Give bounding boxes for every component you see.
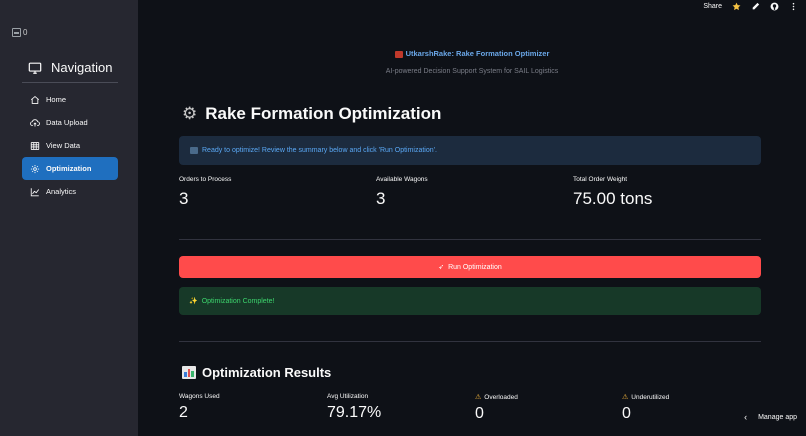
sparkles-icon: ✨ (189, 298, 198, 305)
home-icon (30, 95, 40, 104)
chevron-left-icon: ‹ (744, 412, 748, 422)
nav-divider (22, 82, 118, 83)
sidebar-item-analytics[interactable]: Analytics (22, 180, 118, 203)
success-alert: ✨ Optimization Complete! (179, 287, 761, 315)
metric-label: Wagons Used (179, 393, 220, 400)
train-icon (394, 50, 403, 58)
chart-line-icon (30, 187, 40, 196)
gear-icon: ⚙ (182, 104, 198, 123)
more-icon[interactable] (789, 2, 798, 11)
warning-icon: ⚠ (622, 394, 629, 401)
page-title-text: Rake Formation Optimization (205, 104, 442, 123)
sidebar-item-data-upload[interactable]: Data Upload (22, 111, 118, 134)
metric-total-weight: Total Order Weight 75.00 tons (573, 176, 652, 209)
sidebar-item-label: Data Upload (46, 118, 88, 127)
metric-label: Available Wagons (376, 176, 428, 183)
gear-icon (30, 164, 40, 173)
table-icon (30, 141, 40, 150)
sidebar-item-home[interactable]: Home (22, 88, 118, 111)
metric-value: 3 (376, 189, 386, 208)
result-wagons-used: Wagons Used 2 (179, 393, 220, 422)
rocket-icon: ➶ (438, 264, 445, 271)
info-alert: Ready to optimize! Review the summary be… (179, 136, 761, 165)
pencil-icon[interactable] (751, 2, 760, 11)
metric-label: Underutilized (631, 393, 670, 401)
metric-value: 0 (475, 405, 484, 422)
navigation-title: Navigation (51, 60, 113, 75)
github-icon[interactable] (770, 2, 779, 11)
app-title: UtkarshRake: Rake Formation Optimizer (138, 49, 806, 58)
navigation-header: Navigation (28, 60, 112, 75)
metric-label: Total Order Weight (573, 176, 628, 183)
run-button-label: Run Optimization (448, 263, 502, 271)
logo-image: 0 (12, 28, 27, 37)
sidebar-item-label: Analytics (46, 187, 77, 196)
page-title: ⚙ Rake Formation Optimization (182, 104, 441, 124)
clipboard-icon (190, 147, 198, 154)
metric-label: Overloaded (484, 393, 518, 401)
broken-image-icon (12, 28, 21, 37)
sidebar-item-label: Optimization (46, 164, 92, 173)
divider (179, 341, 761, 342)
share-button[interactable]: Share (703, 2, 722, 10)
metric-orders: Orders to Process 3 (179, 176, 231, 209)
divider (179, 239, 761, 240)
metric-value: 3 (179, 189, 189, 208)
result-overloaded: ⚠ Overloaded 0 (475, 393, 518, 423)
sidebar-item-label: View Data (46, 141, 81, 150)
nav-list: Home Data Upload View Data Optimization … (22, 88, 118, 203)
cloud-upload-icon (30, 118, 40, 126)
run-optimization-button[interactable]: ➶ Run Optimization (179, 256, 761, 278)
sidebar-item-label: Home (46, 95, 67, 104)
result-avg-utilization: Avg Utilization 79.17% (327, 393, 381, 422)
results-title-text: Optimization Results (202, 365, 332, 380)
metric-value: 0 (622, 405, 631, 422)
success-text: Optimization Complete! (201, 297, 275, 305)
metric-value: 79.17% (327, 404, 382, 421)
star-icon[interactable] (732, 2, 741, 11)
results-title: Optimization Results (182, 365, 331, 380)
sidebar-item-view-data[interactable]: View Data (22, 134, 118, 157)
info-text: Ready to optimize! Review the summary be… (202, 147, 437, 154)
app-subtitle: AI-powered Decision Support System for S… (385, 68, 559, 75)
warning-icon: ⚠ (475, 394, 482, 401)
main-content: UtkarshRake: Rake Formation Optimizer AI… (138, 0, 806, 436)
manage-app-label: Manage app (758, 413, 797, 421)
monitor-icon (28, 62, 42, 74)
metric-label: Avg Utilization (327, 393, 369, 400)
top-toolbar: Share (703, 0, 798, 12)
sidebar-item-optimization[interactable]: Optimization (22, 157, 118, 180)
manage-app-button[interactable]: ‹ Manage app (744, 412, 797, 422)
metric-value: 75.00 tons (573, 189, 653, 208)
bar-chart-icon (182, 366, 196, 379)
result-underutilized: ⚠ Underutilized 0 (622, 393, 669, 423)
metric-wagons: Available Wagons 3 (376, 176, 428, 209)
metric-label: Orders to Process (179, 176, 232, 183)
logo-alt-text: 0 (23, 28, 28, 37)
sidebar: 0 Navigation Home Data Upload View Data … (0, 0, 138, 436)
metric-value: 2 (179, 404, 188, 421)
